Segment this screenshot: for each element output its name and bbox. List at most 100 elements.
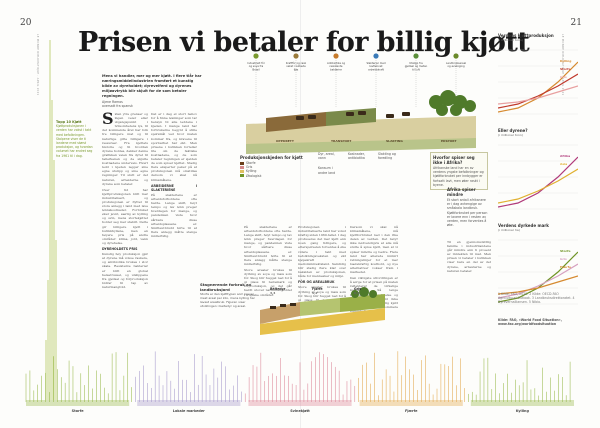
running-head-left: LE MONDE DIPLOMATIQUE · APRIL 2021 xyxy=(36,34,39,96)
land-number: 1,2 xyxy=(312,291,317,295)
strip-region-label: Lokale markeder xyxy=(173,409,205,413)
stage-label: Antibiotika og resistente bakterier xyxy=(327,61,345,71)
body-paragraph: Store arealer brukes til dyrking av soya… xyxy=(244,267,292,297)
chart-series-line xyxy=(498,73,578,109)
body-paragraph: Produksjonen i industrialiserte land har… xyxy=(298,225,346,279)
right-note-title: Afrika spiser mindre xyxy=(447,187,476,197)
legend-swatch xyxy=(240,165,244,169)
article-lead: Mens vi handler, mer og mer kjøtt. I fle… xyxy=(102,74,202,98)
stage-label: Slakterier med lavtlønnet arbeidskraft xyxy=(366,61,385,71)
strip-band xyxy=(248,400,352,406)
stage-dot xyxy=(453,53,459,59)
stage-dot xyxy=(293,53,299,59)
section-heading: ARBEIDERNE I SLAKTERIENE xyxy=(151,183,197,192)
legend-swatch xyxy=(240,170,244,173)
section-heading: FÔR OG AREALBRUK xyxy=(298,280,335,285)
strip-band xyxy=(359,400,463,406)
left-edge-bars xyxy=(45,40,57,400)
cattle xyxy=(296,111,410,120)
sub-notes-list: Dyr, areal, vann Kostnader, antibiotika Sl… xyxy=(318,152,430,175)
running-head-right: LE MONDE DIPLOMATIQUE · APRIL 2021 xyxy=(561,34,564,96)
chart-series-line xyxy=(498,275,578,295)
chart-series-line xyxy=(498,85,578,105)
legend-item: Gris xyxy=(240,165,310,169)
sidenote: Topp 10 Kjøtt Kjøttproduksjonen i verden… xyxy=(56,120,96,158)
info-box-title: Hvorfor spiser seg ikke i Afrika? xyxy=(433,155,475,165)
chart-series-line xyxy=(498,168,578,204)
body-paragraph: Dersom vi skal nå klimamålene, må kjøttf… xyxy=(350,225,398,275)
bottom-panel-title: Stagnerende forbruk av landbruksjord xyxy=(200,282,252,292)
bottom-panel-text: Storfe er den kjøtttypen som krever mest… xyxy=(200,292,255,308)
source-credit: Kilde: FAO, «World Food Situation», www.… xyxy=(498,318,578,326)
legend-label: Kylling xyxy=(246,169,257,174)
stage-dot xyxy=(413,53,419,59)
bottom-timeline-strip: Storfe Lokale markeder Svinekjøtt Fjærfe Kyl… xyxy=(25,351,574,413)
body-paragraph: Over tid har kjøttproduksjonen blitt mer… xyxy=(102,187,148,245)
chart-subtitle: (i millioner ha) xyxy=(498,228,520,232)
body-column-1: S iden ytre grenser og ingen veier eller… xyxy=(102,112,148,327)
sidenote-title: Topp 10 Kjøtt xyxy=(56,120,82,124)
sub-note: Konsum i andre land xyxy=(318,166,336,175)
article-byline: Ajene Ramos oversatt fra spansk xyxy=(102,100,133,109)
diagram-legend: Produksjonskjeden for kjøtt Storfe Gris Ky… xyxy=(240,155,310,178)
body-column-2: Det er i dag et stort behov for å finne … xyxy=(151,112,197,327)
right-charts: Verdens kjøttproduksjon(i millioner tonn… xyxy=(498,33,578,305)
stage-label: Kraftfôr og rask vekst i lukkede fjøs xyxy=(286,61,307,71)
body-paragraph: Det er i dag et stort behov for å finne … xyxy=(151,112,197,182)
info-box-text: Afrikanske land har en av verdens yngste… xyxy=(433,166,484,187)
source-text: Kilde: FAO, «World Food Situation», www.… xyxy=(498,318,562,327)
body-column-5: På slakteriene er arbeidsforholdene ofte… xyxy=(244,225,292,327)
chart-series-label: Kylling xyxy=(560,59,571,63)
chart-series-line xyxy=(498,156,578,208)
footnotes-text: 1 Kilde: FAO, 2020. 2 Kilde: OECD-FAO Ag… xyxy=(498,292,575,305)
chart-title: Verdens kjøttproduksjon xyxy=(498,33,554,38)
sub-note: Slakting og foredling xyxy=(378,152,396,161)
sub-note: Dyr, areal, vann xyxy=(318,152,335,161)
chart-series-label: Fjærfe xyxy=(560,265,571,269)
strip-region-label: Fjærfe xyxy=(405,409,418,413)
strip-region-label: Svinekjøtt xyxy=(290,409,310,413)
chart-subtitle: (i millioner tonn) xyxy=(498,133,523,137)
strip-band xyxy=(26,400,130,406)
stage-label: Industrielt fôr og soya fra Brasil xyxy=(247,61,266,71)
chart-subtitle: (i millioner tonn) xyxy=(498,38,523,42)
band-label: EKSPORT xyxy=(441,139,457,143)
legend-label: Økologisk xyxy=(246,173,262,178)
info-box: Hvorfor spiser seg ikke i Afrika? Afrika… xyxy=(430,152,488,191)
stage-dot xyxy=(373,53,379,59)
stage-dot xyxy=(333,53,339,59)
diagram-notes: Dyr, areal, vann Kostnader, antibiotika Sl… xyxy=(318,152,430,175)
land-label: Beitedyr xyxy=(270,287,286,291)
band-label: SLAKTING xyxy=(386,139,403,143)
body-paragraph: iden ytre grenser og ingen veier eller u… xyxy=(102,112,148,186)
band-label: TRANSPORT xyxy=(331,139,352,143)
chart-series-label: Storfe xyxy=(560,67,570,71)
forest xyxy=(429,90,476,116)
bottom-panel-caption: Stagnerende forbruk av landbruksjord Sto… xyxy=(200,282,260,308)
right-note-text: Et stort antall afrikanere er i dag avhe… xyxy=(447,198,488,228)
land-number: 0,8 xyxy=(354,291,359,295)
stage-label: Utslipp fra gjødsel og metan til luft xyxy=(405,61,428,71)
legend-item: Storfe xyxy=(240,161,310,165)
chart-series-label: Afrika xyxy=(560,154,570,158)
legend-title: Produksjonskjeden for kjøtt xyxy=(240,155,303,160)
land-label: Gris xyxy=(354,287,361,291)
band-labels: OPPDRETT TRANSPORT SLAKTING EKSPORT xyxy=(276,139,457,143)
strip-region-label: Storfe xyxy=(72,409,85,413)
chart-series-line xyxy=(498,263,578,299)
strip-band xyxy=(470,400,574,406)
section-heading: DYREHOLDETS PRIS xyxy=(102,247,138,251)
legend-swatch xyxy=(240,161,244,165)
legend-list: Storfe Gris Kylling Økologisk xyxy=(240,161,310,178)
sub-note: Kostnader, antibiotika xyxy=(348,152,366,161)
body-paragraph: Til en gjennomsnittlig familie i industr… xyxy=(447,240,491,273)
page-number-left: 20 xyxy=(20,18,32,28)
body-paragraph: På slakteriene er arbeidsforholdene ofte… xyxy=(244,225,292,266)
stage-label: Landbruksareal og avskoging xyxy=(446,61,466,68)
chart-title: Verdens dyrkede mark xyxy=(498,223,549,228)
body-paragraph: Kunstig høy produksjon gjør at dyrene må… xyxy=(102,252,148,289)
band-label: OPPDRETT xyxy=(276,139,295,143)
footnotes: 1 Kilde: FAO, 2020. 2 Kilde: OECD-FAO Ag… xyxy=(498,292,578,305)
legend-item: Kylling xyxy=(240,169,310,173)
